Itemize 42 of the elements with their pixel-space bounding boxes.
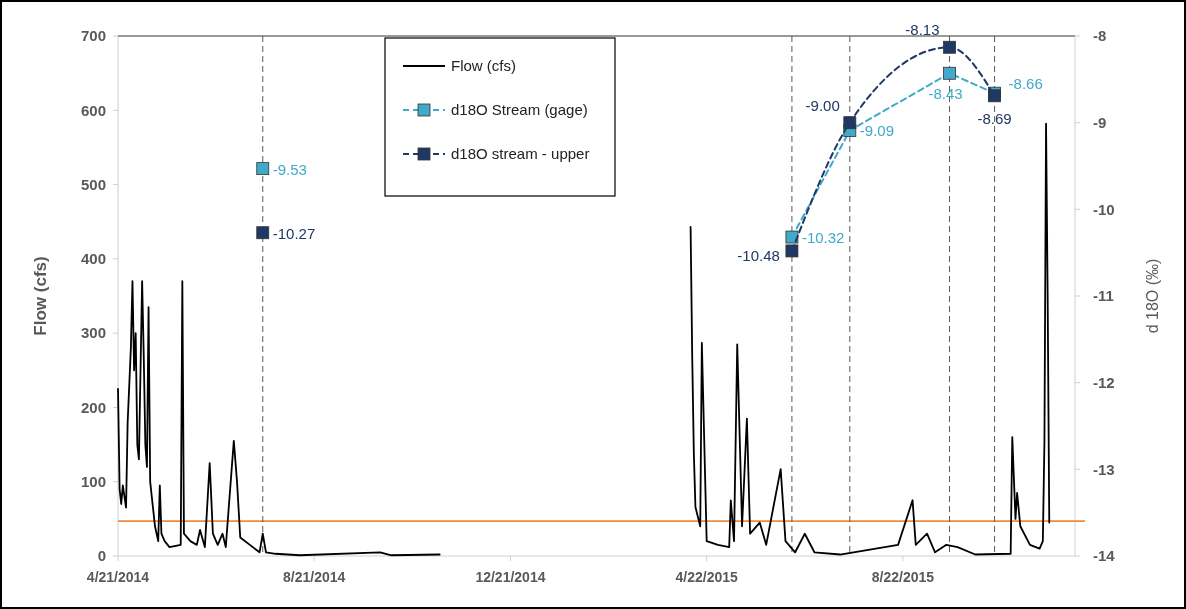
y-tick-label: 0 [97, 547, 106, 565]
data-label: -8.13 [905, 21, 940, 39]
data-label: -10.32 [801, 229, 845, 247]
y-axis-title: Flow (cfs) [31, 256, 50, 336]
legend-label: d18O stream - upper [451, 145, 590, 163]
y2-tick-label: -13 [1093, 460, 1115, 478]
legend-label: Flow (cfs) [451, 57, 516, 75]
point [785, 244, 799, 258]
y2-tick-label: -12 [1093, 373, 1115, 391]
y-tick-label: 100 [80, 472, 106, 490]
y-tick-label: 500 [80, 175, 106, 193]
y2-tick-label: -14 [1093, 547, 1116, 565]
x-tick-label: 12/21/2014 [475, 569, 546, 585]
legend-label: d18O Stream (gage) [451, 101, 588, 119]
point [943, 66, 956, 80]
x-tick-label: 8/21/2014 [283, 569, 346, 585]
x-tick-label: 8/22/2015 [871, 569, 935, 585]
y2-tick-label: -10 [1093, 200, 1115, 218]
data-label: -10.27 [272, 224, 316, 242]
data-label: -9.00 [805, 96, 840, 114]
data-label: -8.69 [977, 109, 1012, 127]
y2-tick-label: -8 [1093, 27, 1107, 45]
x-tick-label: 4/21/2014 [86, 569, 150, 585]
point [943, 40, 956, 54]
data-label: -9.09 [859, 122, 895, 140]
y-tick-label: 600 [80, 101, 106, 119]
y2-tick-label: -11 [1093, 287, 1114, 305]
y2-axis-title: d 18O (‰) [1144, 258, 1161, 334]
point [843, 116, 857, 130]
y2-tick-label: -9 [1093, 113, 1107, 131]
y-tick-label: 200 [80, 398, 106, 416]
x-tick-label: 4/22/2015 [675, 569, 739, 585]
data-label: -8.43 [928, 85, 963, 103]
data-label: -8.66 [1008, 75, 1043, 93]
y-tick-label: 700 [80, 27, 106, 45]
y-tick-label: 300 [80, 324, 106, 342]
data-label: -10.48 [737, 246, 780, 264]
data-label: -9.53 [272, 160, 307, 178]
point [785, 230, 799, 244]
y-tick-label: 400 [80, 250, 106, 268]
point [256, 162, 270, 175]
point [256, 226, 270, 240]
